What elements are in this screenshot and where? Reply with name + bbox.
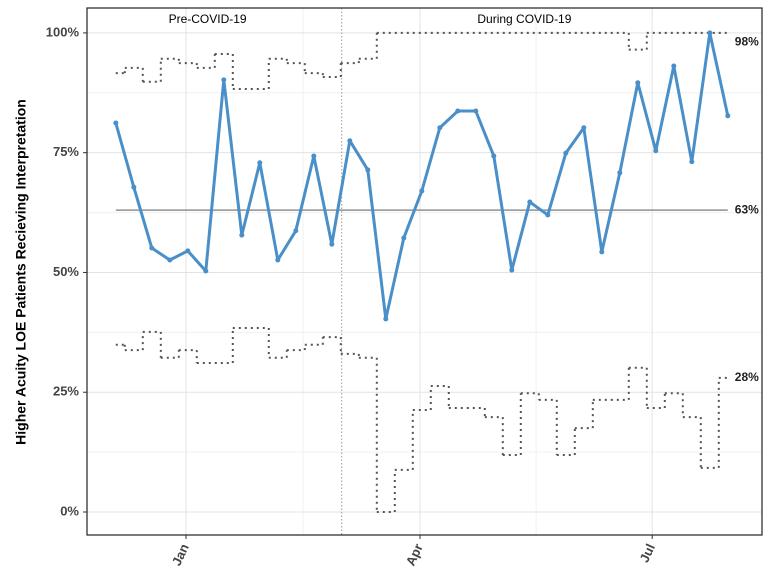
y-tick-label: 0% [60, 503, 79, 518]
data-point [293, 228, 299, 234]
y-tick-label: 50% [53, 264, 79, 279]
data-point [185, 248, 191, 254]
data-point [167, 257, 173, 263]
data-point [131, 184, 137, 190]
data-point [239, 232, 245, 238]
x-tick-label: Jul [636, 541, 658, 564]
data-point [707, 30, 713, 36]
data-point [113, 120, 119, 126]
y-axis-label: Higher Acuity LOE Patients Recieving Int… [13, 99, 29, 445]
center-label: 63% [735, 202, 759, 216]
data-point [257, 160, 263, 166]
data-point [365, 167, 371, 173]
data-point [689, 159, 695, 165]
data-point [509, 267, 515, 273]
data-point [635, 80, 641, 86]
data-point [203, 268, 209, 274]
data-point [455, 108, 461, 114]
phase-label: Pre-COVID-19 [169, 12, 247, 26]
x-tick-label: Apr [403, 541, 426, 568]
ucl-label: 98% [735, 35, 759, 49]
data-point [419, 188, 425, 194]
data-point [581, 125, 587, 131]
y-tick-label: 25% [53, 384, 79, 399]
data-point [725, 113, 731, 119]
data-point [527, 199, 533, 205]
data-point [599, 249, 605, 255]
data-point [437, 125, 443, 131]
data-point [401, 235, 407, 241]
data-point [347, 138, 353, 144]
data-point [473, 108, 479, 114]
data-point [545, 212, 551, 218]
phase-label: During COVID-19 [477, 12, 571, 26]
x-tick-label: Jan [169, 541, 192, 568]
data-point [653, 148, 659, 154]
data-line [114, 31, 730, 321]
data-point [329, 241, 335, 247]
data-point [149, 245, 155, 251]
lcl-label: 28% [735, 370, 759, 384]
data-point [311, 153, 317, 159]
data-point [563, 150, 569, 156]
data-point [491, 153, 497, 159]
data-point [275, 257, 281, 263]
y-tick-label: 75% [53, 144, 79, 159]
plot-border [86, 7, 763, 536]
data-point [671, 63, 677, 69]
y-tick-label: 100% [46, 24, 80, 39]
data-point [221, 77, 227, 83]
data-point [617, 170, 623, 176]
data-point [383, 316, 389, 322]
